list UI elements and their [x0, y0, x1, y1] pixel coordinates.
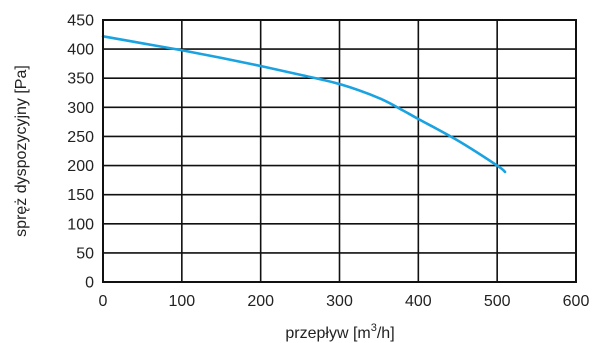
x-axis-label: przepływ [m3/h]	[285, 322, 394, 342]
x-tick-label: 0	[99, 293, 108, 310]
x-tick-label: 400	[405, 293, 432, 310]
y-tick-label: 150	[67, 187, 94, 204]
y-axis-ticks: 0 50 100 150 200 250 300 350 400 450	[67, 13, 94, 292]
x-tick-label: 100	[168, 293, 195, 310]
x-tick-label: 200	[247, 293, 274, 310]
y-tick-label: 200	[67, 158, 94, 175]
y-tick-label: 350	[67, 71, 94, 88]
x-tick-label: 300	[326, 293, 353, 310]
y-tick-label: 0	[85, 275, 94, 292]
series-line-0	[101, 35, 507, 174]
x-axis-ticks: 0 100 200 300 400 500 600	[99, 293, 590, 310]
y-tick-label: 50	[76, 245, 94, 262]
y-tick-label: 300	[67, 100, 94, 117]
x-tick-label: 500	[484, 293, 511, 310]
x-tick-label: 600	[563, 293, 590, 310]
plot-frame	[102, 19, 577, 283]
y-axis-label: spręż dyspozycyjny [Pa]	[13, 65, 30, 237]
x-axis-label-sup: 3	[371, 322, 377, 334]
x-axis-label-tail: /h]	[377, 325, 395, 342]
y-tick-label: 100	[67, 216, 94, 233]
x-axis-label-main: przepływ [m	[285, 325, 370, 342]
y-tick-label: 400	[67, 42, 94, 59]
series-layer	[101, 35, 507, 174]
y-tick-label: 450	[67, 13, 94, 30]
grid	[103, 20, 576, 282]
y-tick-label: 250	[67, 129, 94, 146]
